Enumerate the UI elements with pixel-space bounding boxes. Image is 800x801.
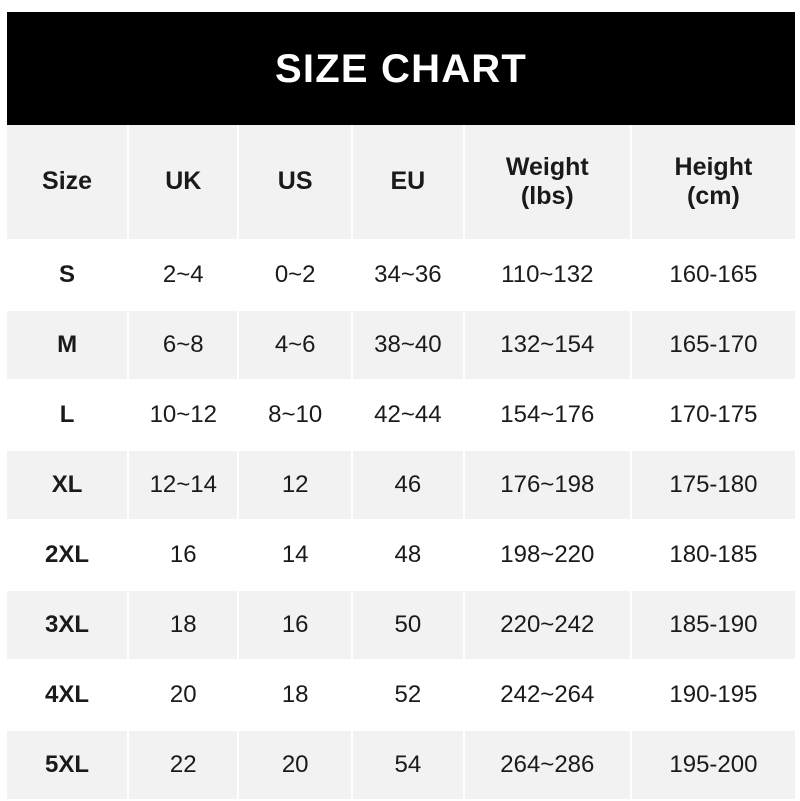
column-header-weight-label: Weight: [505, 152, 589, 181]
cell-eu: 52: [352, 661, 465, 731]
cell-height: 165-170: [631, 311, 795, 381]
column-header-size: Size: [7, 125, 130, 241]
cell-weight: 154~176: [464, 381, 632, 451]
cell-height: 185-190: [631, 591, 795, 661]
cell-size: M: [7, 311, 130, 381]
cell-us: 16: [239, 591, 353, 661]
column-header-uk: UK: [129, 125, 240, 241]
cell-uk: 2~4: [129, 241, 240, 311]
table-header-row: Size UK US EU Weight (lbs) Height (cm): [7, 125, 795, 241]
table-row: XL 12~14 12 46 176~198 175-180: [7, 451, 795, 521]
table-header: Size UK US EU Weight (lbs) Height (cm): [7, 125, 795, 241]
cell-size: L: [7, 381, 130, 451]
cell-size: S: [7, 241, 130, 311]
table-body: S 2~4 0~2 34~36 110~132 160-165 M 6~8 4~…: [7, 241, 795, 801]
column-header-weight-unit: (lbs): [520, 182, 574, 210]
column-header-height-label: Height: [674, 152, 753, 181]
cell-height: 190-195: [631, 661, 795, 731]
cell-height: 175-180: [631, 451, 795, 521]
cell-size: 2XL: [7, 521, 130, 591]
cell-size: XL: [7, 451, 130, 521]
column-header-eu: EU: [352, 125, 465, 241]
column-header-weight: Weight (lbs): [464, 125, 632, 241]
column-header-size-label: Size: [42, 167, 93, 196]
title-banner: SIZE CHART: [7, 12, 795, 125]
cell-weight: 264~286: [464, 731, 632, 801]
cell-us: 8~10: [239, 381, 353, 451]
cell-uk: 6~8: [129, 311, 240, 381]
cell-eu: 42~44: [352, 381, 465, 451]
size-chart-table: Size UK US EU Weight (lbs) Height (cm): [7, 125, 795, 801]
column-header-uk-label: UK: [165, 167, 202, 196]
cell-uk: 10~12: [129, 381, 240, 451]
cell-eu: 46: [352, 451, 465, 521]
cell-us: 14: [239, 521, 353, 591]
cell-uk: 18: [129, 591, 240, 661]
cell-height: 170-175: [631, 381, 795, 451]
table-row: 4XL 20 18 52 242~264 190-195: [7, 661, 795, 731]
column-header-height: Height (cm): [631, 125, 795, 241]
cell-eu: 34~36: [352, 241, 465, 311]
table-row: 5XL 22 20 54 264~286 195-200: [7, 731, 795, 801]
table-row: 3XL 18 16 50 220~242 185-190: [7, 591, 795, 661]
cell-weight: 132~154: [464, 311, 632, 381]
cell-us: 4~6: [239, 311, 353, 381]
cell-uk: 20: [129, 661, 240, 731]
cell-eu: 54: [352, 731, 465, 801]
cell-us: 20: [239, 731, 353, 801]
cell-height: 195-200: [631, 731, 795, 801]
cell-eu: 48: [352, 521, 465, 591]
cell-weight: 176~198: [464, 451, 632, 521]
table-row: M 6~8 4~6 38~40 132~154 165-170: [7, 311, 795, 381]
column-header-us-label: US: [277, 167, 313, 196]
cell-height: 160-165: [631, 241, 795, 311]
table-row: 2XL 16 14 48 198~220 180-185: [7, 521, 795, 591]
cell-uk: 12~14: [129, 451, 240, 521]
page-title: SIZE CHART: [275, 46, 527, 91]
cell-eu: 38~40: [352, 311, 465, 381]
cell-uk: 16: [129, 521, 240, 591]
table-row: L 10~12 8~10 42~44 154~176 170-175: [7, 381, 795, 451]
column-header-height-unit: (cm): [687, 182, 740, 210]
cell-weight: 242~264: [464, 661, 632, 731]
cell-weight: 110~132: [464, 241, 632, 311]
cell-size: 4XL: [7, 661, 130, 731]
cell-us: 12: [239, 451, 353, 521]
table-row: S 2~4 0~2 34~36 110~132 160-165: [7, 241, 795, 311]
cell-eu: 50: [352, 591, 465, 661]
cell-size: 5XL: [7, 731, 130, 801]
cell-weight: 220~242: [464, 591, 632, 661]
cell-us: 18: [239, 661, 353, 731]
cell-us: 0~2: [239, 241, 353, 311]
cell-uk: 22: [129, 731, 240, 801]
column-header-eu-label: EU: [390, 167, 426, 196]
cell-weight: 198~220: [464, 521, 632, 591]
cell-height: 180-185: [631, 521, 795, 591]
column-header-us: US: [239, 125, 353, 241]
cell-size: 3XL: [7, 591, 130, 661]
